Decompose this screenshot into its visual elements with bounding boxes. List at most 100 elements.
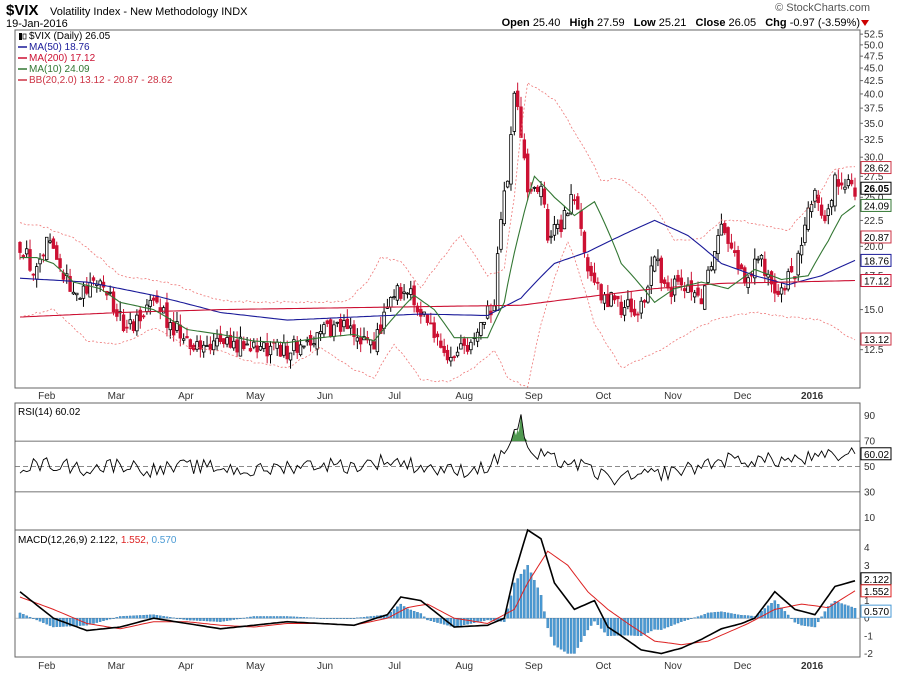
macd-histogram-bar	[272, 616, 276, 619]
candle-body	[716, 235, 720, 255]
candle-body	[399, 287, 403, 299]
macd-histogram-bar	[833, 601, 837, 619]
candle-body	[445, 349, 450, 361]
macd-histogram-bar	[583, 618, 586, 636]
macd-histogram-bar	[162, 616, 165, 619]
macd-histogram-bar	[803, 618, 807, 626]
macd-histogram-bar	[700, 615, 703, 619]
macd-histogram-bar	[599, 618, 603, 629]
candle-body	[128, 319, 132, 325]
price-tag-box	[860, 161, 892, 175]
macd-tick-label: 4	[864, 543, 870, 554]
brand-watermark[interactable]: © StockCharts.com	[775, 2, 870, 14]
macd-histogram-bar	[720, 611, 723, 619]
candle-body	[358, 337, 363, 345]
candle-body	[536, 186, 540, 192]
candle-body	[703, 285, 707, 310]
macd-histogram-bar	[462, 618, 466, 626]
macd-histogram-bar	[169, 617, 172, 619]
macd-histogram-bar	[249, 616, 252, 619]
macd-histogram-bar	[102, 618, 105, 621]
candle-body	[639, 300, 643, 314]
rsi-tag-box	[860, 447, 892, 461]
macd-histogram-bar	[670, 618, 673, 626]
candle-body	[562, 210, 567, 230]
candle-body	[185, 336, 189, 339]
candle-body	[843, 186, 847, 190]
candle-body	[242, 341, 246, 350]
candle-body	[522, 139, 527, 159]
macd-histogram-bar	[526, 565, 529, 619]
macd-histogram-bar	[746, 615, 750, 619]
candle-body	[572, 199, 577, 202]
macd-histogram-bar	[22, 614, 25, 619]
price-tick-label: 50.0	[864, 40, 884, 51]
candle-body	[803, 224, 807, 243]
macd-histogram-bar	[516, 578, 519, 619]
macd-histogram-bar	[329, 618, 332, 619]
candle-body	[265, 342, 269, 357]
labels-overlay: Feb Mar Apr May Jun Jul Aug Sep Oct Nov Dec 2016 Feb…	[38, 391, 824, 672]
macd-histogram-bar	[660, 618, 663, 630]
macd-hist-value: 0.570	[151, 535, 176, 546]
candle-body	[215, 337, 219, 347]
candle-body	[328, 319, 333, 337]
candle-body	[826, 208, 830, 216]
macd-histogram-bar	[412, 610, 416, 619]
candle-body	[222, 338, 226, 345]
macd-histogram-bar	[38, 618, 42, 622]
price-tag: 26.05	[864, 184, 889, 195]
symbol-title: $VIX	[6, 2, 39, 19]
macd-histogram-bar	[336, 618, 339, 619]
legend-entry: MA(200) 17.12	[29, 53, 96, 64]
close-label: Close	[695, 17, 726, 29]
macd-histogram-bar	[349, 618, 352, 619]
candle-body	[582, 231, 587, 253]
macd-histogram-bar	[299, 616, 302, 619]
macd-line	[19, 528, 856, 655]
macd-histogram-bar	[28, 616, 32, 619]
macd-histogram-bar	[513, 582, 516, 619]
macd-histogram-bar	[312, 617, 316, 619]
macd-label: MACD(12,26,9) 2.122, 1.552, 0.570	[18, 535, 177, 546]
macd-histogram-bar	[135, 615, 139, 619]
candle-body	[769, 271, 774, 285]
candle-body	[389, 297, 393, 308]
candle-body	[736, 250, 740, 270]
x-axis-label: Sep	[525, 391, 543, 402]
macd-histogram-bar	[680, 618, 683, 622]
macd-histogram-bar	[543, 611, 546, 619]
candle-body	[853, 187, 857, 197]
price-tick-label: 20.0	[864, 242, 884, 253]
candle-body	[298, 344, 303, 356]
chart-date: 19-Jan-2016	[6, 18, 68, 30]
candle-body	[819, 204, 824, 216]
price-tick-label: 12.5	[864, 345, 884, 356]
candle-body	[776, 290, 780, 295]
price-tick-label: 22.5	[864, 216, 884, 227]
price-tag-box	[860, 230, 892, 244]
candle-body	[713, 251, 717, 271]
rsi-tick-label: 70	[864, 437, 876, 448]
macd-histogram-bar	[486, 618, 489, 621]
candle-body	[335, 321, 339, 324]
macd-histogram-bar	[352, 618, 356, 619]
rsi-overbought-fill	[511, 414, 528, 442]
candle-body	[549, 235, 553, 238]
macd-histogram-bar	[509, 595, 513, 619]
candle-body	[465, 344, 470, 352]
x-axis-label: Oct	[596, 391, 612, 402]
legend-entry: BB(20,2.0) 13.12 - 20.87 - 28.62	[29, 75, 173, 86]
ma200-line	[19, 279, 856, 318]
macd-histogram-bar	[810, 618, 813, 627]
candle-body	[55, 245, 59, 260]
price-tick-label: 37.5	[864, 104, 884, 115]
high-value: 27.59	[597, 17, 625, 29]
rsi-tick-label: 30	[864, 487, 876, 498]
macd-histogram-bar	[402, 606, 406, 619]
macd-histogram-bar	[222, 618, 225, 622]
candle-body	[692, 292, 697, 298]
macd-histogram-bar	[295, 616, 299, 619]
chg-value: -0.97 (-3.59%)	[789, 17, 860, 29]
